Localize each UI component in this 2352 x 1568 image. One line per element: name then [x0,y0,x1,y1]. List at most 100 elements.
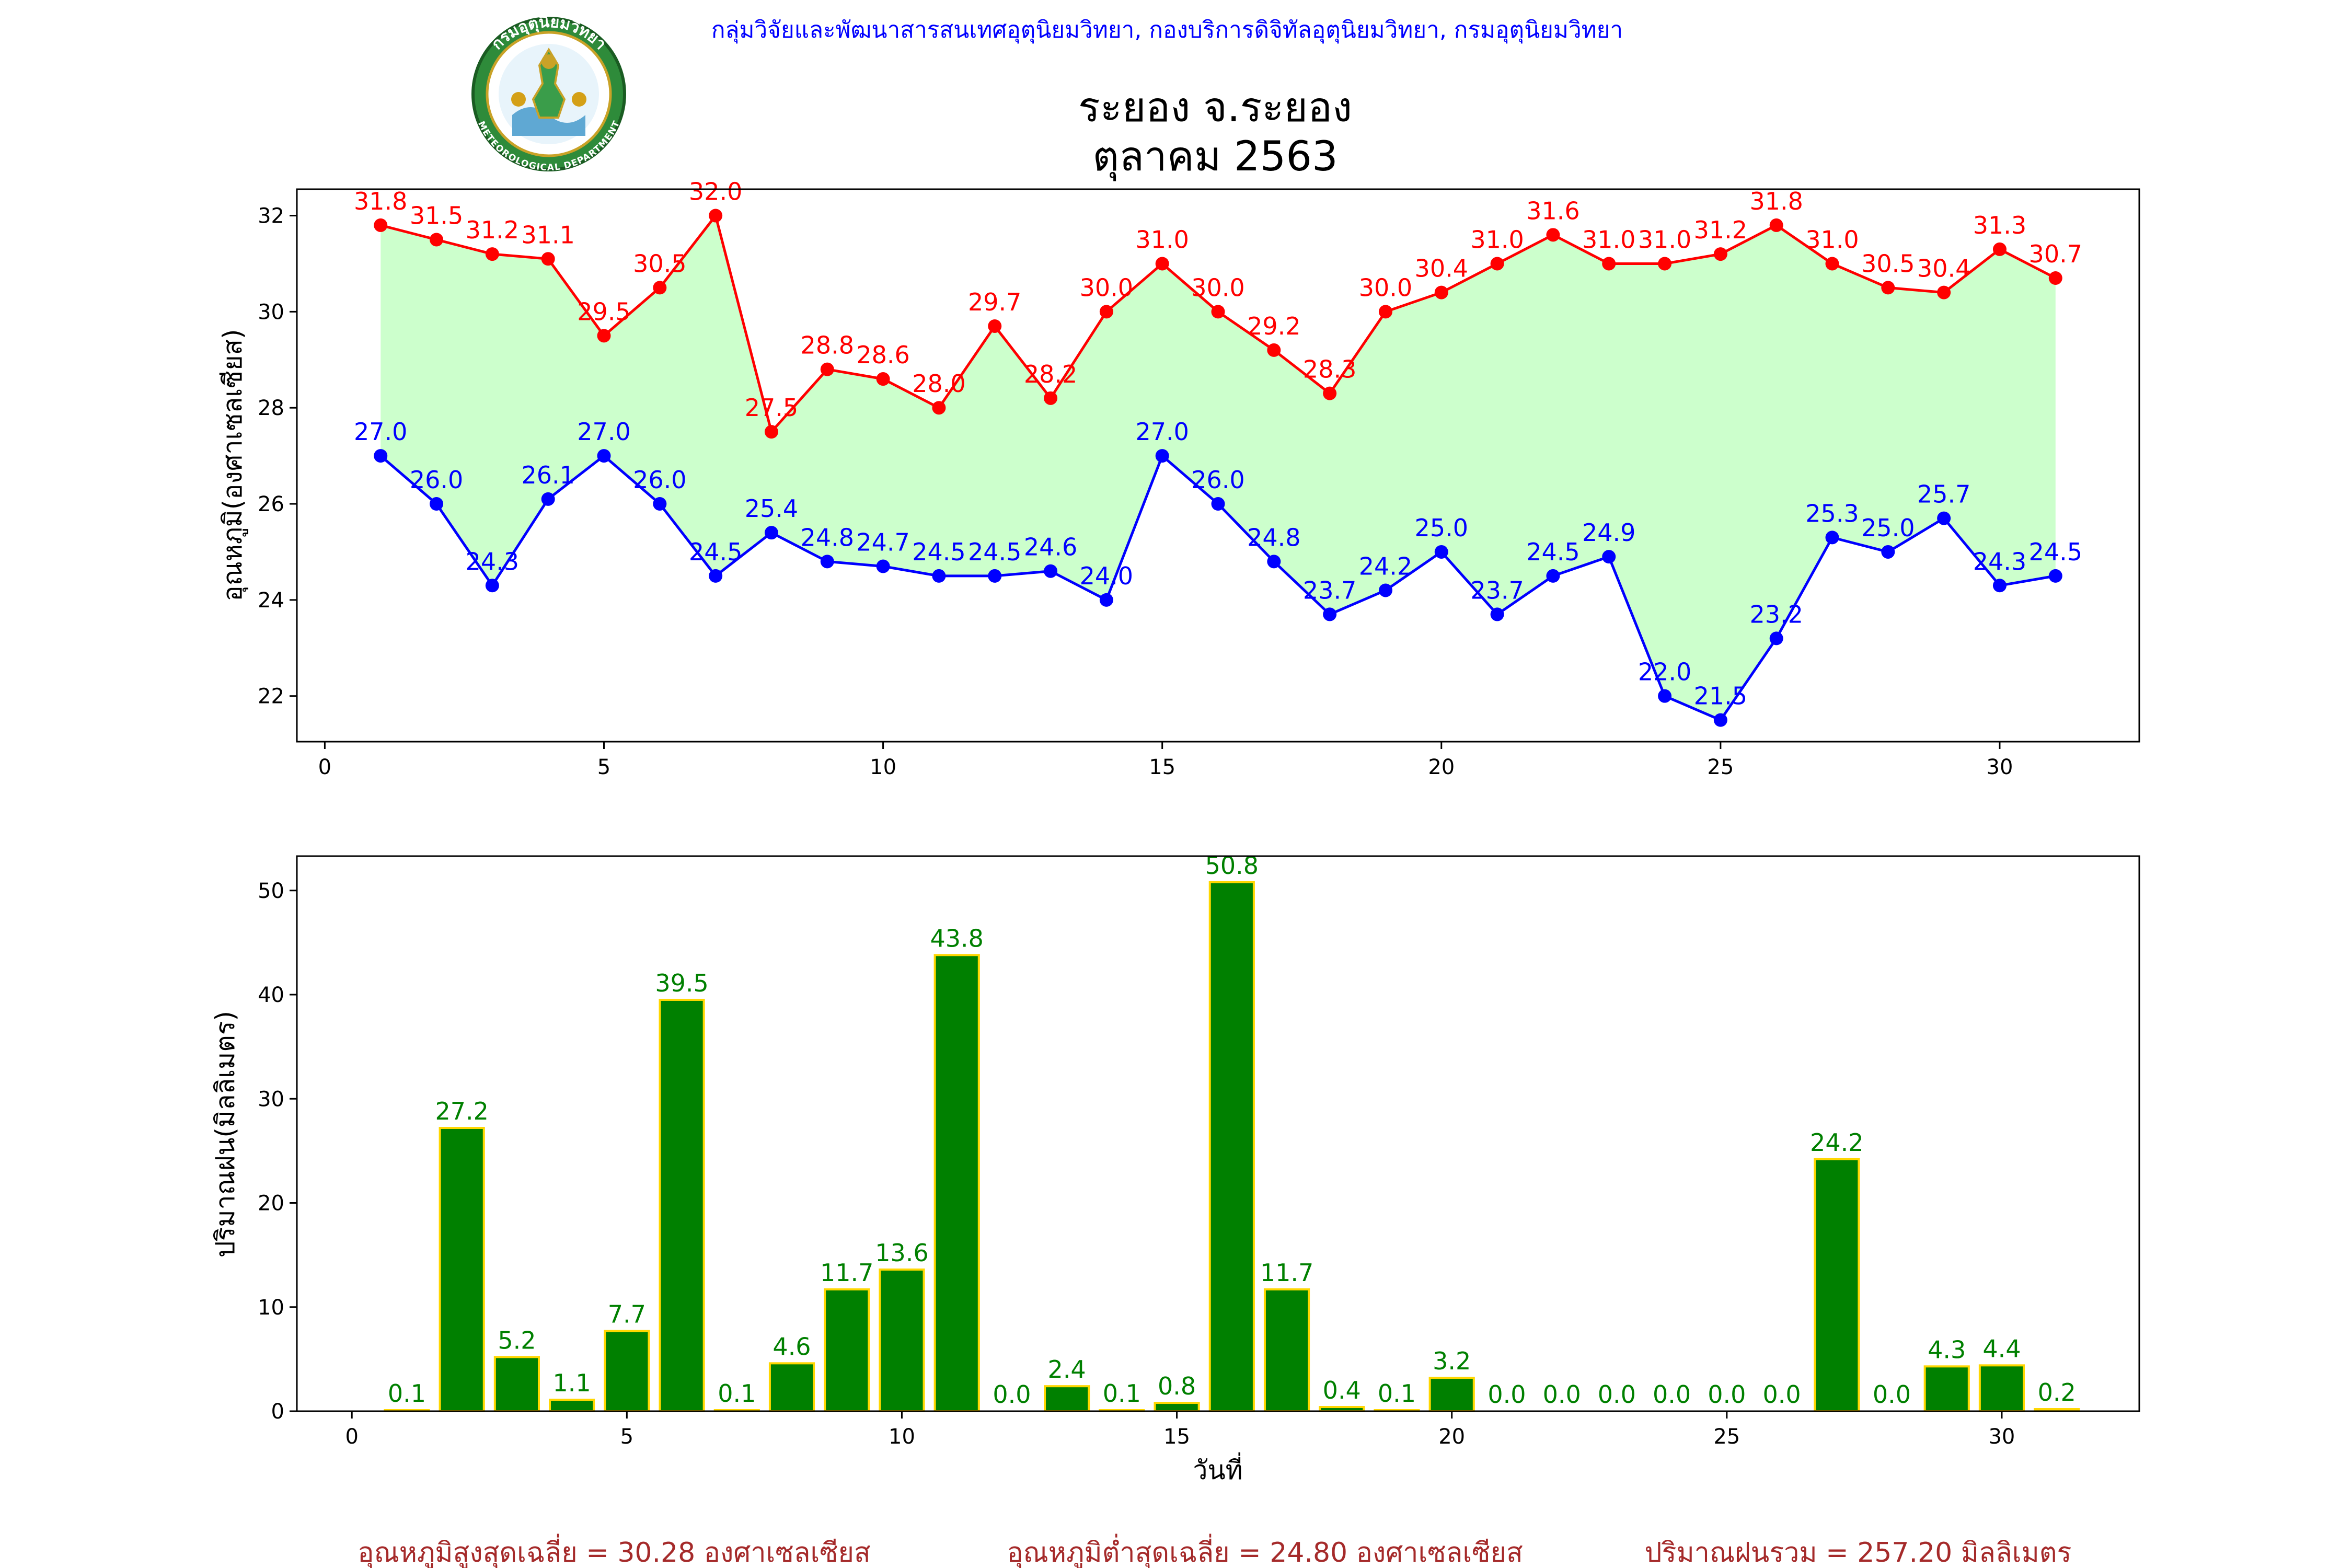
label-max-day-17: 29.2 [1247,312,1300,340]
meteorological-department-seal-icon: กรมอุตุนิยมวิทยา METEOROLOGICAL DEPARTME… [471,13,626,173]
rain-x-tick-label-10: 10 [889,1425,915,1449]
rain-label-day-4: 1.1 [553,1369,591,1397]
point-max-day-12 [988,319,1002,333]
rain-label-day-17: 11.7 [1260,1259,1313,1287]
label-min-day-11: 24.5 [912,538,965,566]
label-min-day-28: 25.0 [1861,514,1915,542]
rain-label-day-14: 0.1 [1103,1379,1141,1408]
summary-avg-min: อุณหภูมิต่ำสุดเฉลี่ย = 24.80 องศาเซลเซีย… [1007,1534,1523,1568]
point-min-day-9 [820,555,834,569]
rain-y-tick-label-20: 20 [258,1192,284,1216]
temp-x-tick-label-30: 30 [1987,755,2013,779]
point-min-day-27 [1825,531,1839,545]
temp-y-tick-label-32: 32 [258,204,284,228]
label-min-day-23: 24.9 [1582,518,1635,547]
rain-bar-day-17 [1263,1288,1310,1412]
label-min-day-27: 25.3 [1805,499,1859,527]
point-min-day-28 [1881,545,1895,559]
rain-y-tick-label-30: 30 [258,1087,284,1111]
point-max-day-19 [1378,305,1392,319]
rain-label-day-24: 0.0 [1653,1380,1691,1409]
point-max-day-26 [1769,218,1783,232]
rain-bar-day-3 [493,1356,540,1412]
label-max-day-26: 31.8 [1749,187,1803,215]
point-min-day-21 [1490,607,1504,621]
label-min-day-12: 24.5 [968,538,1021,566]
label-max-day-23: 31.0 [1582,225,1635,253]
rain-label-day-27: 24.2 [1810,1128,1863,1157]
point-min-day-13 [1044,564,1058,578]
label-max-day-16: 30.0 [1191,273,1244,302]
label-min-day-21: 23.7 [1470,576,1524,604]
point-min-day-11 [932,569,946,583]
label-max-day-3: 31.2 [466,216,519,244]
label-min-day-25: 21.5 [1694,682,1747,710]
rain-x-tick-label-30: 30 [1988,1425,2015,1449]
label-min-day-17: 24.8 [1247,523,1300,551]
rain-label-day-25: 0.0 [1708,1380,1746,1409]
label-max-day-9: 28.8 [801,331,854,360]
label-max-day-28: 30.5 [1861,249,1915,278]
point-max-day-27 [1825,257,1839,271]
rain-bar-day-20 [1428,1377,1475,1413]
point-max-day-21 [1490,257,1504,271]
point-min-day-26 [1769,631,1783,645]
rain-bar-day-30 [1978,1364,2025,1413]
label-min-day-30: 24.3 [1973,547,2026,575]
label-min-day-5: 27.0 [577,418,630,446]
point-min-day-25 [1713,713,1727,727]
point-min-day-23 [1602,550,1616,564]
point-min-day-30 [1992,579,2007,593]
point-min-day-8 [764,526,778,540]
point-min-day-20 [1434,545,1448,559]
label-min-day-6: 26.0 [633,466,686,494]
rain-bar-day-8 [768,1362,815,1412]
summary-avg-max: อุณหภูมิสูงสุดเฉลี่ย = 30.28 องศาเซลเซีย… [358,1534,871,1568]
label-max-day-12: 29.7 [968,288,1021,316]
label-min-day-9: 24.8 [801,523,854,551]
rain-label-day-31: 0.2 [2038,1378,2076,1406]
label-max-day-22: 31.6 [1526,197,1579,225]
label-max-day-11: 28.0 [912,370,965,398]
point-min-day-15 [1155,449,1169,463]
rain-label-day-8: 4.6 [773,1332,811,1361]
label-max-day-24: 31.0 [1638,225,1691,253]
point-max-day-9 [820,362,834,376]
point-min-day-22 [1546,569,1560,583]
label-min-day-24: 22.0 [1638,658,1691,686]
point-min-day-10 [876,559,890,573]
point-min-day-18 [1323,607,1337,621]
rain-label-day-21: 0.0 [1488,1380,1526,1409]
rain-x-tick-label-20: 20 [1438,1425,1465,1449]
label-max-day-4: 31.1 [521,221,574,249]
rain-bar-day-16 [1208,881,1255,1412]
rain-label-day-2: 27.2 [435,1097,488,1125]
rain-y-tick-label-40: 40 [258,983,284,1007]
rain-label-day-5: 7.7 [608,1300,646,1329]
label-max-day-2: 31.5 [410,202,463,230]
label-max-day-10: 28.6 [856,341,909,369]
label-min-day-2: 26.0 [410,466,463,494]
label-max-day-19: 30.0 [1359,273,1412,302]
label-max-day-25: 31.2 [1694,216,1747,244]
rain-y-tick-label-50: 50 [258,879,284,903]
temperature-plot-frame [296,188,2140,743]
rain-label-day-3: 5.2 [498,1326,536,1354]
label-min-day-1: 27.0 [354,418,407,446]
label-max-day-14: 30.0 [1080,273,1133,302]
label-min-day-8: 25.4 [745,494,798,523]
rain-bar-day-13 [1044,1385,1090,1413]
rainfall-y-axis-label: ปริมาณฝน(มิลลิเมตร) [210,1011,240,1258]
label-max-day-13: 28.2 [1024,360,1077,388]
temp-x-tick-label-0: 0 [318,755,331,779]
label-max-day-15: 31.0 [1135,225,1189,253]
label-min-day-13: 24.6 [1024,533,1077,561]
rain-label-day-28: 0.0 [1873,1380,1911,1409]
label-max-day-30: 31.3 [1973,211,2026,239]
rain-bar-day-4 [549,1399,595,1412]
point-min-day-12 [988,569,1002,583]
agency-line: กลุ่มวิจัยและพัฒนาสารสนเทศอุตุนิยมวิทยา,… [711,17,1623,44]
rain-label-day-15: 0.8 [1158,1372,1196,1400]
rainfall-plot-frame [296,855,2140,1412]
point-max-day-5 [597,329,611,343]
